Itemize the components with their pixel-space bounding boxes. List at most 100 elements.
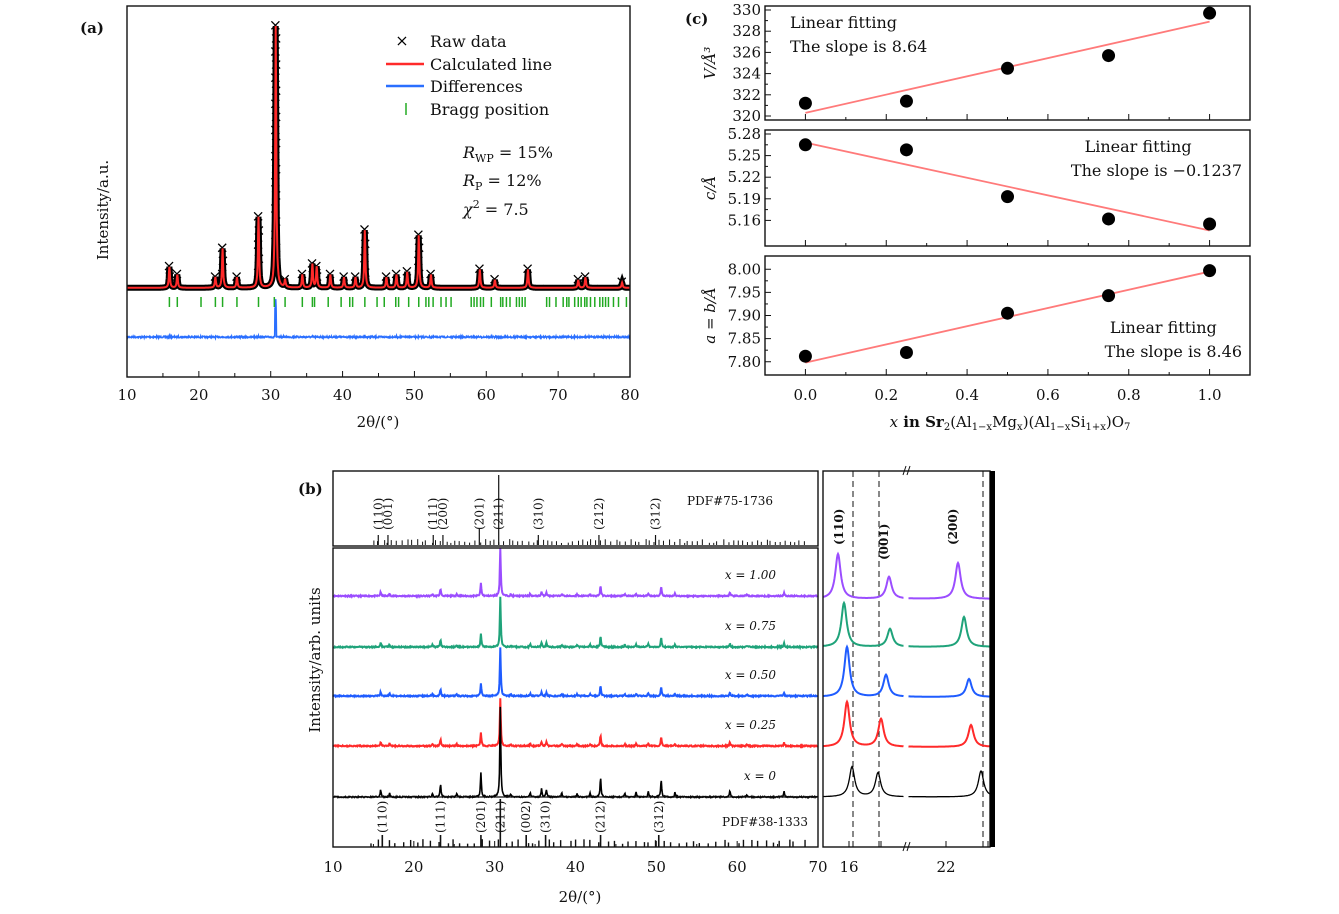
fit-annotation: The slope is 8.46 — [1105, 342, 1242, 361]
x-tick-label: 0.0 — [793, 386, 817, 404]
raw-data-marker — [297, 269, 307, 279]
subplot-0: 320 322 324 326 328 330 V/Å³ Linear fitting The … — [701, 1, 1251, 125]
inset-pattern — [908, 723, 990, 748]
panel-a-ylabel: Intensity/a.u. — [94, 160, 112, 260]
raw-data-marker — [210, 272, 220, 281]
y-tick-label: 5.22 — [728, 168, 761, 186]
raw-data-marker — [426, 269, 436, 279]
raw-data-marker — [490, 274, 500, 284]
panel-a-label: (a) — [80, 19, 104, 37]
inset-x-tick-label: 16 — [839, 858, 858, 876]
subplot-2: 7.80 7.85 7.90 7.95 8.00 a = b/Å Linear fittin… — [701, 255, 1251, 376]
y-tick-label: 330 — [732, 1, 761, 19]
raw-data-marker — [573, 274, 583, 284]
y-tick-label: 326 — [732, 43, 761, 61]
panel-a-frame — [126, 5, 631, 378]
fit-annotation: Linear fitting — [790, 13, 897, 32]
ref-bottom-hkl: (211) — [493, 801, 507, 833]
panel-b-ref-bottom-label: PDF#38-1333 — [722, 815, 808, 829]
legend-raw-label: Raw data — [430, 32, 507, 51]
x-tick-label: 0.6 — [1036, 386, 1060, 404]
y-tick-label: 8.00 — [728, 260, 761, 278]
x-tick-label: 40 — [566, 858, 585, 876]
data-point — [899, 346, 913, 359]
xrd-pattern — [332, 647, 819, 699]
ref-bottom-hkl: (310) — [539, 801, 553, 833]
subplot-ylabel: c/Å — [701, 176, 719, 200]
data-point — [899, 94, 913, 108]
panel-b-inset-edge — [990, 471, 995, 847]
x-tick-label: 0.8 — [1117, 386, 1141, 404]
ref-bottom-hkl: (002) — [519, 801, 533, 833]
series-label: x = 1.00 — [725, 568, 777, 582]
panel-a-legend: × Raw data Calculated line Differences B… — [386, 31, 552, 119]
stat-rwp: RWP = 15% — [462, 143, 553, 165]
inset-pattern — [823, 699, 904, 748]
data-point — [1203, 264, 1217, 278]
legend-bragg-label: Bragg position — [430, 100, 549, 119]
x-tick-label: 60 — [477, 386, 496, 404]
x-tick-label: 20 — [404, 858, 423, 876]
data-point — [1001, 190, 1014, 204]
raw-data-marker — [523, 264, 533, 274]
x-tick-label: 70 — [808, 858, 827, 876]
y-tick-label: 7.95 — [728, 283, 761, 301]
inset-pattern — [823, 765, 904, 798]
stat-rp: RP = 12% — [462, 171, 542, 193]
x-tick-label: 10 — [323, 858, 342, 876]
y-tick-label: 7.85 — [728, 330, 761, 348]
data-point — [798, 138, 812, 152]
panel-b: (b) (110)(001) (111)(200) (201) (211) (310)(… — [298, 465, 995, 906]
legend-raw-marker: × — [395, 31, 408, 50]
x-tick-label: 50 — [647, 858, 666, 876]
inset-pattern — [823, 600, 904, 647]
raw-data-marker — [360, 224, 369, 234]
fit-annotation: The slope is −0.1237 — [1071, 161, 1242, 180]
raw-data-marker — [402, 266, 412, 276]
x-tick-label: 20 — [189, 386, 208, 404]
legend-calc-label: Calculated line — [430, 55, 552, 74]
inset-hkl-label: (200) — [946, 509, 960, 545]
ref-bottom-hkl: (201) — [474, 801, 488, 833]
inset-pattern — [908, 677, 990, 698]
ref-bottom-hkl: (110) — [375, 801, 389, 833]
x-tick-label: 10 — [117, 386, 136, 404]
fit-annotation: Linear fitting — [1085, 137, 1192, 156]
y-tick-label: 7.80 — [728, 353, 761, 371]
x-tick-label: 70 — [549, 386, 568, 404]
x-tick-label: 50 — [405, 386, 424, 404]
panel-c: (c) 320 322 324 326 328 330 V/Å³ Linear fitting… — [685, 1, 1251, 433]
panel-b-label: (b) — [298, 480, 323, 498]
panel-c-label: (c) — [685, 10, 708, 28]
panel-b-xlabel: 2θ/(°) — [559, 888, 602, 906]
raw-data-marker — [339, 272, 349, 281]
ref-top-hkl: (310) — [531, 498, 545, 530]
raw-data-band — [127, 25, 631, 291]
inset-pattern — [908, 560, 990, 600]
data-point — [798, 96, 812, 110]
data-point — [1102, 212, 1116, 226]
raw-data-marker — [253, 211, 263, 221]
panel-b-ref-top-label: PDF#75-1736 — [687, 494, 773, 508]
x-tick-label: 80 — [620, 386, 639, 404]
fit-annotation: The slope is 8.64 — [790, 37, 927, 56]
y-tick-label: 328 — [732, 22, 761, 40]
fit-annotation: Linear fitting — [1110, 318, 1217, 337]
x-tick-label: 30 — [261, 386, 280, 404]
raw-data-marker — [172, 269, 182, 279]
y-tick-label: 322 — [732, 86, 761, 104]
y-tick-label: 5.25 — [728, 147, 761, 165]
data-point — [1203, 6, 1217, 20]
y-tick-label: 320 — [732, 107, 761, 125]
x-tick-label: 0.4 — [955, 386, 979, 404]
ref-bottom-hkl: (111) — [434, 801, 448, 833]
ref-top-hkl: (111) — [426, 498, 440, 530]
y-tick-label: 5.19 — [728, 190, 761, 208]
x-tick-label: 0.2 — [874, 386, 898, 404]
y-tick-label: 5.28 — [728, 125, 761, 143]
inset-hkl-label: (110) — [832, 509, 846, 545]
x-tick-label: 60 — [728, 858, 747, 876]
raw-data-marker — [413, 230, 423, 240]
raw-data-marker — [580, 272, 590, 281]
legend-diff-label: Differences — [430, 77, 523, 96]
